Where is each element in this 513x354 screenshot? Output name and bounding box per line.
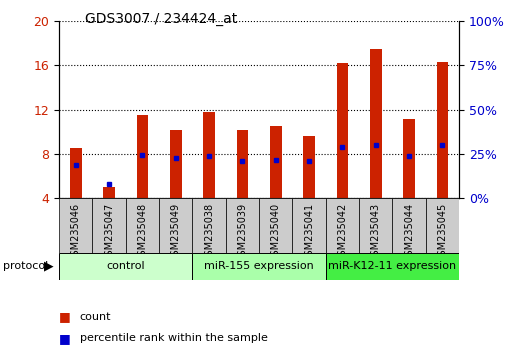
Text: GSM235041: GSM235041 bbox=[304, 202, 314, 262]
Bar bbox=[226, 198, 259, 253]
Text: ■: ■ bbox=[59, 332, 71, 344]
Bar bbox=[270, 126, 282, 198]
Bar bbox=[337, 63, 348, 198]
Text: GSM235047: GSM235047 bbox=[104, 202, 114, 262]
Text: protocol: protocol bbox=[3, 261, 48, 272]
Bar bbox=[236, 130, 248, 198]
Text: GSM235042: GSM235042 bbox=[338, 202, 347, 262]
Bar bbox=[170, 130, 182, 198]
Text: GSM235048: GSM235048 bbox=[137, 202, 147, 262]
Text: ■: ■ bbox=[59, 310, 71, 323]
Bar bbox=[403, 119, 415, 198]
Bar bbox=[326, 253, 459, 280]
Bar bbox=[59, 198, 92, 253]
Bar bbox=[192, 253, 326, 280]
Text: GSM235043: GSM235043 bbox=[371, 202, 381, 262]
Bar bbox=[392, 198, 426, 253]
Text: count: count bbox=[80, 312, 111, 322]
Text: percentile rank within the sample: percentile rank within the sample bbox=[80, 333, 267, 343]
Text: GSM235046: GSM235046 bbox=[71, 202, 81, 262]
Text: GSM235040: GSM235040 bbox=[271, 202, 281, 262]
Text: GDS3007 / 234424_at: GDS3007 / 234424_at bbox=[85, 12, 237, 27]
Bar bbox=[326, 198, 359, 253]
Text: GSM235038: GSM235038 bbox=[204, 202, 214, 262]
Bar bbox=[159, 198, 192, 253]
Text: miR-K12-11 expression: miR-K12-11 expression bbox=[328, 261, 457, 272]
Bar bbox=[59, 253, 192, 280]
Bar bbox=[92, 198, 126, 253]
Bar bbox=[259, 198, 292, 253]
Bar bbox=[192, 198, 226, 253]
Bar bbox=[292, 198, 326, 253]
Bar bbox=[136, 115, 148, 198]
Text: miR-155 expression: miR-155 expression bbox=[204, 261, 314, 272]
Text: ▶: ▶ bbox=[44, 260, 54, 273]
Text: GSM235045: GSM235045 bbox=[438, 202, 447, 262]
Bar bbox=[303, 136, 315, 198]
Text: GSM235049: GSM235049 bbox=[171, 202, 181, 262]
Bar bbox=[359, 198, 392, 253]
Bar bbox=[370, 49, 382, 198]
Text: GSM235044: GSM235044 bbox=[404, 202, 414, 262]
Bar bbox=[437, 62, 448, 198]
Bar bbox=[426, 198, 459, 253]
Bar bbox=[103, 187, 115, 198]
Bar bbox=[203, 112, 215, 198]
Bar bbox=[126, 198, 159, 253]
Text: control: control bbox=[106, 261, 145, 272]
Bar bbox=[70, 148, 82, 198]
Text: GSM235039: GSM235039 bbox=[238, 202, 247, 262]
